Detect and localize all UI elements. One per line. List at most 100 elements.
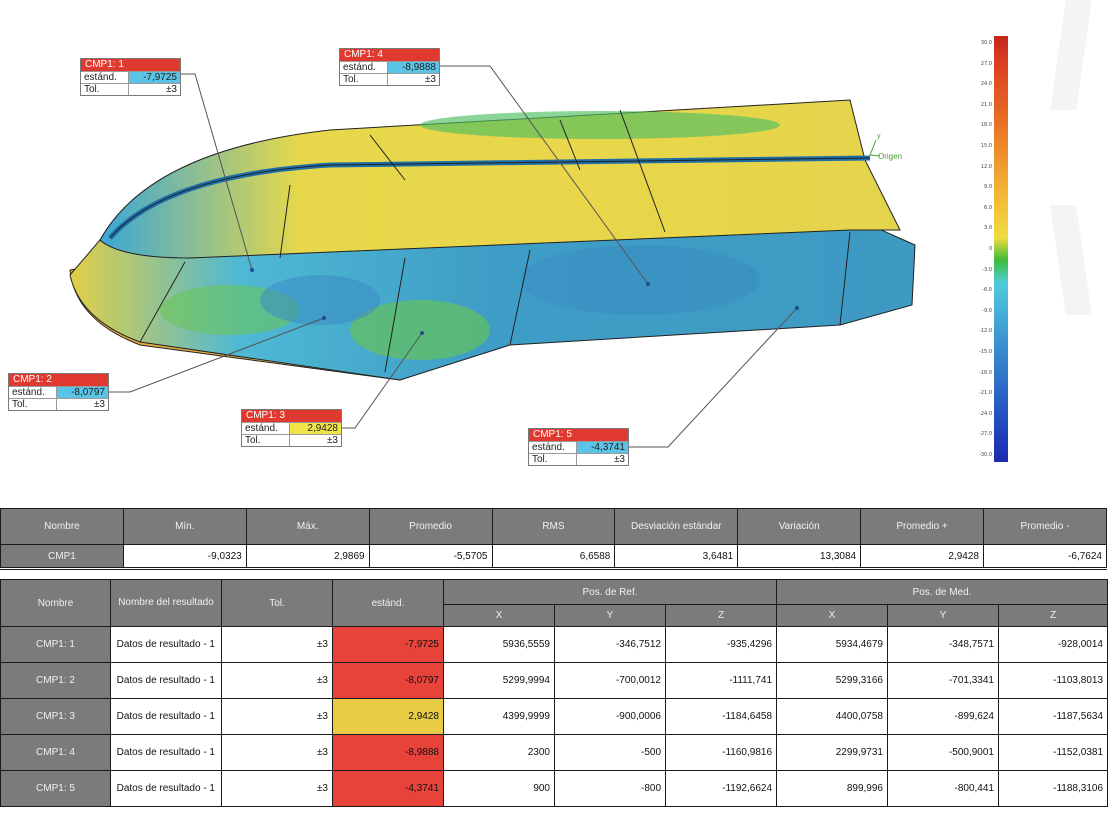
colorbar-tick-label: 6.0 bbox=[984, 204, 992, 211]
cell-meas-x: 2299,9731 bbox=[776, 734, 888, 771]
cell-meas-x: 899,996 bbox=[776, 770, 888, 807]
cell-ref-x: 5299,9994 bbox=[443, 662, 555, 699]
col-header: Variación bbox=[737, 508, 862, 545]
table-row[interactable]: CMP1: 3 Datos de resultado - 1 ±3 2,9428 439… bbox=[0, 698, 1108, 735]
cell-ref-x: 900 bbox=[443, 770, 555, 807]
cell-ref-x: 5936,5559 bbox=[443, 626, 555, 663]
colorbar-tick-label: -21.0 bbox=[979, 390, 992, 397]
callout-title: CMP1: 4 bbox=[340, 49, 439, 61]
panel-lines bbox=[139, 109, 851, 373]
origin-label: Origen bbox=[878, 152, 902, 161]
colorbar-tick-label: 30.0 bbox=[980, 40, 992, 46]
table-row[interactable]: CMP1: 5 Datos de resultado - 1 ±3 -4,3741 90… bbox=[0, 770, 1108, 807]
callout-std-value: -8,9888 bbox=[388, 62, 439, 73]
callout-tol-value: ±3 bbox=[613, 454, 625, 465]
cell-meas-y: -500,9001 bbox=[887, 734, 999, 771]
cell-meas-z: -1103,8013 bbox=[998, 662, 1108, 699]
points-table: Nombre Nombre del resultado Tol. estánd.… bbox=[0, 579, 1108, 807]
colorbar-tick-label: 3.0 bbox=[984, 225, 992, 232]
cell-variation: 13,3084 bbox=[737, 544, 862, 568]
callout-title: CMP1: 5 bbox=[529, 429, 628, 441]
cell-meas-y: -800,441 bbox=[887, 770, 999, 807]
cell-name: CMP1: 5 bbox=[0, 770, 111, 807]
cell-mean-minus: -6,7624 bbox=[983, 544, 1107, 568]
cell-min: -9,0323 bbox=[122, 544, 247, 568]
cell-result: Datos de resultado - 1 bbox=[110, 734, 222, 771]
col-header: RMS bbox=[491, 508, 616, 545]
cell-std: -4,3741 bbox=[332, 770, 444, 807]
cell-meas-z: -1152,0381 bbox=[998, 734, 1108, 771]
callout-cmp1-3[interactable]: CMP1: 3 estánd. 2,9428 Tol. ±3 bbox=[241, 409, 342, 447]
cell-name: CMP1: 2 bbox=[0, 662, 111, 699]
callout-cmp1-4[interactable]: CMP1: 4 estánd. -8,9888 Tol. ±3 bbox=[339, 48, 440, 86]
cell-meas-y: -701,3341 bbox=[887, 662, 999, 699]
cell-ref-y: -500 bbox=[554, 734, 666, 771]
col-header-result: Nombre del resultado bbox=[110, 579, 222, 627]
axis-label: y bbox=[877, 133, 881, 140]
cell-meas-z: -1188,3106 bbox=[998, 770, 1108, 807]
cell-std: -8,9888 bbox=[332, 734, 444, 771]
table-row[interactable]: CMP1: 2 Datos de resultado - 1 ±3 -8,0797 52… bbox=[0, 662, 1108, 699]
callout-cmp1-1[interactable]: CMP1: 1 estánd. -7,9725 Tol. ±3 bbox=[80, 58, 181, 96]
callout-cmp1-2[interactable]: CMP1: 2 estánd. -8,0797 Tol. ±3 bbox=[8, 373, 109, 411]
col-header-z: Z bbox=[998, 604, 1108, 627]
deviation-patch bbox=[350, 300, 490, 360]
callout-std-label: estánd. bbox=[9, 387, 57, 398]
callout-tol-value: ±3 bbox=[424, 74, 436, 85]
callout-tol-label: Tol. bbox=[9, 399, 57, 410]
statistics-table: Nombre Mín. Máx. Promedio RMS Desviación… bbox=[0, 508, 1107, 568]
background-shape bbox=[1050, 0, 1092, 110]
col-header-ref-pos: Pos. de Ref. bbox=[443, 579, 777, 605]
cell-ref-x: 4399,9999 bbox=[443, 698, 555, 735]
table-row[interactable]: CMP1: 4 Datos de resultado - 1 ±3 -8,9888 23… bbox=[0, 734, 1108, 771]
3d-viewport[interactable]: Origen y CMP1: 1 estánd. -7,9725 Tol. ±3 C… bbox=[0, 0, 1113, 480]
leader-lines bbox=[106, 65, 798, 448]
callout-std-label: estánd. bbox=[81, 72, 129, 83]
callout-tol-label: Tol. bbox=[340, 74, 388, 85]
callout-std-value: 2,9428 bbox=[290, 423, 341, 434]
callout-std-value: -4,3741 bbox=[577, 442, 628, 453]
colorbar-tick-label: -24.0 bbox=[979, 410, 992, 417]
colorbar-tick-label: -9.0 bbox=[982, 307, 992, 314]
table-row[interactable]: CMP1: 1 Datos de resultado - 1 ±3 -7,9725 59… bbox=[0, 626, 1108, 663]
col-header: Desviación estándar bbox=[614, 508, 739, 545]
callout-cmp1-5[interactable]: CMP1: 5 estánd. -4,3741 Tol. ±3 bbox=[528, 428, 629, 466]
callout-tol-value: ±3 bbox=[326, 435, 338, 446]
cell-meas-x: 5934,4679 bbox=[776, 626, 888, 663]
deviation-patch bbox=[520, 245, 760, 315]
colorbar-tick-label: 24.0 bbox=[980, 81, 992, 88]
cell-std: 2,9428 bbox=[332, 698, 444, 735]
callout-std-label: estánd. bbox=[242, 423, 290, 434]
colorbar-tick-label: -30.0 bbox=[979, 452, 992, 458]
cell-result: Datos de resultado - 1 bbox=[110, 626, 222, 663]
cell-std: -7,9725 bbox=[332, 626, 444, 663]
hull-top bbox=[99, 99, 901, 259]
cell-ref-y: -700,0012 bbox=[554, 662, 666, 699]
measurement-points bbox=[250, 268, 799, 335]
cell-meas-z: -1187,5634 bbox=[998, 698, 1108, 735]
cell-tol: ±3 bbox=[221, 734, 333, 771]
colorbar-tick-label: 15.0 bbox=[980, 143, 992, 149]
col-header-tol: Tol. bbox=[221, 579, 333, 627]
cell-stddev: 3,6481 bbox=[614, 544, 739, 568]
cell-ref-x: 2300 bbox=[443, 734, 555, 771]
origin-marker bbox=[869, 139, 881, 157]
colorbar-tick-label: -3.0 bbox=[982, 266, 992, 273]
colorbar-tick-label: -27.0 bbox=[979, 431, 992, 438]
table-row[interactable]: CMP1 -9,0323 2,9869 -5,5705 6,6588 3,648… bbox=[0, 544, 1107, 568]
cell-ref-z: -1184,6458 bbox=[665, 698, 777, 735]
callout-tol-value: ±3 bbox=[93, 399, 105, 410]
cell-tol: ±3 bbox=[221, 770, 333, 807]
callout-tol-label: Tol. bbox=[529, 454, 577, 465]
callout-tol-value: ±3 bbox=[165, 84, 177, 95]
cell-std: -8,0797 bbox=[332, 662, 444, 699]
col-header: Máx. bbox=[245, 508, 370, 545]
callout-title: CMP1: 1 bbox=[81, 59, 180, 71]
deviation-colormap-model[interactable]: Origen y bbox=[0, 0, 960, 480]
col-header-x: X bbox=[443, 604, 555, 627]
cell-meas-z: -928,0014 bbox=[998, 626, 1108, 663]
callout-title: CMP1: 2 bbox=[9, 374, 108, 386]
colorbar-tick-label: 27.0 bbox=[980, 60, 992, 67]
deviation-colorbar bbox=[994, 36, 1008, 462]
cell-ref-z: -1160,9816 bbox=[665, 734, 777, 771]
